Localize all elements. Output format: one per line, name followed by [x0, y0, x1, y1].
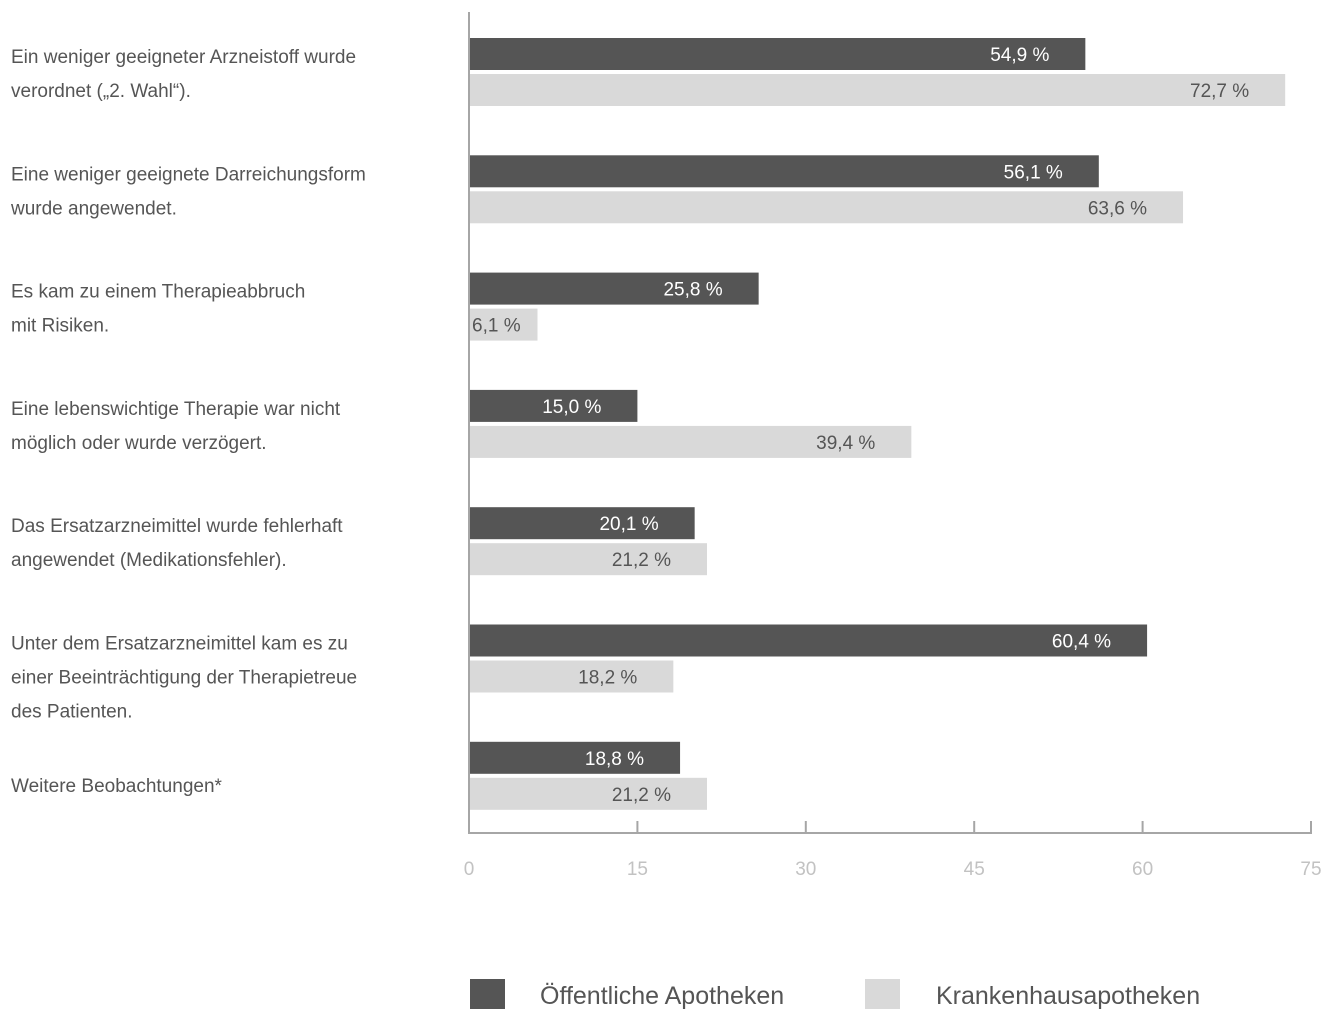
data-label: 56,1 % [1004, 162, 1063, 183]
category-label: möglich oder wurde verzögert. [11, 433, 267, 454]
legend-swatch [865, 979, 900, 1009]
bar [469, 191, 1184, 224]
category-label: angewendet (Medikationsfehler). [11, 550, 287, 571]
data-label: 21,2 % [612, 550, 671, 571]
data-label: 63,6 % [1088, 198, 1147, 219]
bar [469, 543, 708, 576]
bar [469, 777, 708, 810]
x-tick-label: 15 [627, 859, 648, 880]
category-label: Weitere Beobachtungen* [11, 776, 223, 797]
bar [469, 272, 759, 305]
category-label: Unter dem Ersatzarzneimittel kam es zu [11, 634, 348, 655]
category-label: einer Beeinträchtigung der Therapietreue [11, 668, 357, 689]
data-label: 54,9 % [990, 45, 1049, 66]
data-label: 60,4 % [1052, 632, 1111, 653]
category-label: verordnet („2. Wahl“). [11, 81, 191, 102]
category-label: wurde angewendet. [10, 198, 177, 219]
bar [469, 38, 1086, 70]
data-label: 39,4 % [816, 433, 875, 454]
x-tick-label: 30 [795, 859, 816, 880]
bar [469, 660, 674, 693]
bar [469, 155, 1099, 188]
x-tick-label: 75 [1300, 859, 1321, 880]
data-label: 20,1 % [599, 514, 658, 535]
category-label: Eine lebenswichtige Therapie war nicht [11, 399, 341, 420]
bar [469, 389, 638, 422]
category-label: Es kam zu einem Therapieabbruch [11, 282, 305, 303]
bar [469, 308, 538, 341]
data-label: 72,7 % [1190, 81, 1249, 102]
x-tick-label: 0 [464, 859, 475, 880]
data-label: 18,2 % [578, 668, 637, 689]
data-label: 21,2 % [612, 785, 671, 806]
category-label: des Patienten. [11, 702, 132, 723]
legend-swatch [470, 979, 505, 1009]
category-label: Das Ersatzarzneimittel wurde fehlerhaft [11, 516, 343, 537]
bar [469, 507, 695, 540]
bar [469, 741, 681, 774]
legend-label: Öffentliche Apotheken [540, 982, 784, 1009]
category-label: Eine weniger geeignete Darreichungsform [11, 164, 366, 185]
x-tick-label: 45 [964, 859, 985, 880]
bar [469, 74, 1286, 106]
bar [469, 425, 912, 458]
category-label: mit Risiken. [11, 316, 109, 337]
data-label: 18,8 % [585, 749, 644, 770]
data-label: 6,1 % [472, 316, 521, 337]
data-label: 25,8 % [663, 280, 722, 301]
data-label: 15,0 % [542, 397, 601, 418]
legend-label: Krankenhausapotheken [936, 982, 1200, 1009]
bar [469, 624, 1148, 657]
x-tick-label: 60 [1132, 859, 1153, 880]
category-label: Ein weniger geeigneter Arzneistoff wurde [11, 47, 356, 68]
